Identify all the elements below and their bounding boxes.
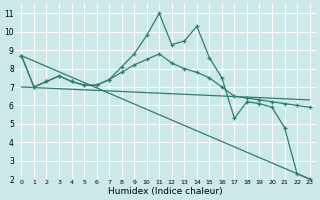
X-axis label: Humidex (Indice chaleur): Humidex (Indice chaleur) (108, 187, 223, 196)
